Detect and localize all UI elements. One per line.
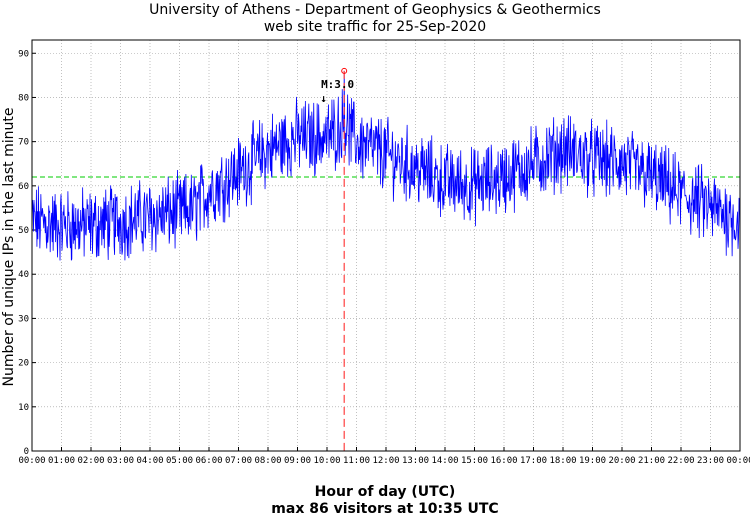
x-tick-label: 20:00 [608,456,635,466]
x-tick-label: 23:00 [697,456,724,466]
x-tick-label: 22:00 [667,456,694,466]
x-tick-label: 17:00 [520,456,547,466]
x-tick-label: 09:00 [284,456,311,466]
x-tick-label: 12:00 [372,456,399,466]
y-tick-label: 70 [18,138,29,148]
x-tick-label: 07:00 [225,456,252,466]
chart-subtitle: web site traffic for 25-Sep-2020 [264,19,486,35]
grid [31,40,741,452]
x-tick-label: 01:00 [48,456,75,466]
x-tick-label: 19:00 [579,456,606,466]
chart-title: University of Athens - Department of Geo… [149,2,601,18]
x-tick-label: 03:00 [107,456,134,466]
x-tick-label: 08:00 [254,456,281,466]
y-tick-label: 90 [18,49,29,59]
y-tick-label: 80 [18,93,29,103]
x-axis-ticks: 00:00 01:00 02:00 03:00 04:00 05:00 06:00 07:00… [18,447,750,466]
x-tick-label: 02:00 [77,456,104,466]
x-tick-label: 18:00 [549,456,576,466]
y-tick-label: 0 [24,447,29,457]
y-axis-label: Number of unique IPs in the last minute [1,108,17,387]
max-point [341,67,348,74]
y-tick-label: 50 [18,226,29,236]
x-tick-label: 00:00 [726,456,750,466]
x-tick-label: 21:00 [638,456,665,466]
plot-frame [31,39,741,452]
y-tick-label: 60 [18,182,29,192]
x-tick-label: 15:00 [461,456,488,466]
x-tick-label: 14:00 [431,456,458,466]
x-axis-label: Hour of day (UTC) [315,484,456,500]
marker-arrow-icon: ↓ [320,92,327,105]
chart-footer: max 86 visitors at 10:35 UTC [271,501,498,515]
series-line [31,70,741,261]
x-tick-label: 10:00 [313,456,340,466]
x-tick-label: 16:00 [490,456,517,466]
y-tick-label: 10 [18,403,29,413]
y-tick-label: 40 [18,270,29,280]
marker-label: M:3.0 [321,78,354,91]
y-axis-ticks: 0 10 20 30 40 50 60 70 80 90 [18,49,36,457]
x-tick-label: 13:00 [402,456,429,466]
x-tick-label: 06:00 [195,456,222,466]
x-tick-label: 05:00 [166,456,193,466]
y-tick-label: 20 [18,359,29,369]
x-tick-label: 00:00 [18,456,45,466]
x-tick-label: 11:00 [343,456,370,466]
x-tick-label: 04:00 [136,456,163,466]
y-tick-label: 30 [18,314,29,324]
